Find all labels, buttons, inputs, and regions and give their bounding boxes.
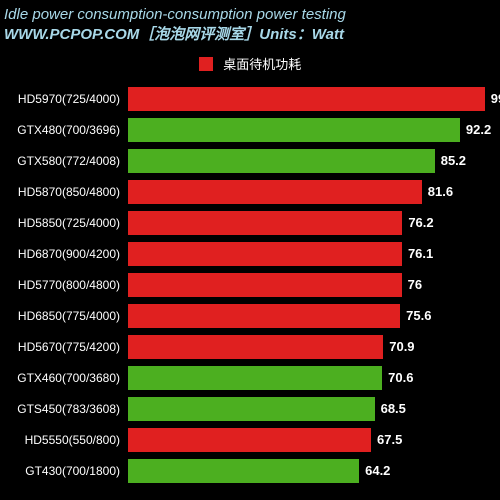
bar: [128, 273, 402, 297]
chart-row: GTX460(700/3680)70.6: [128, 362, 488, 393]
bar: [128, 242, 402, 266]
bar-label: HD6850(775/4000): [0, 309, 124, 323]
chart-row: HD6870(900/4200)76.1: [128, 238, 488, 269]
chart-title: Idle power consumption-consumption power…: [4, 6, 496, 23]
bar: [128, 304, 400, 328]
bar-label: HD5850(725/4000): [0, 216, 124, 230]
chart-row: HD5670(775/4200)70.9: [128, 331, 488, 362]
bar-label: HD5550(550/800): [0, 433, 124, 447]
bar-value: 99.1: [485, 87, 500, 111]
bar-label: GTX460(700/3680): [0, 371, 124, 385]
bar-label: GTS450(783/3608): [0, 402, 124, 416]
bar-value: 76: [402, 273, 422, 297]
bar-label: HD5670(775/4200): [0, 340, 124, 354]
chart-legend: 桌面待机功耗: [0, 46, 500, 83]
chart-header: Idle power consumption-consumption power…: [0, 0, 500, 46]
chart-row: GTS450(783/3608)68.5: [128, 393, 488, 424]
bar-value: 76.2: [402, 211, 433, 235]
bar-track: 99.1: [128, 87, 488, 111]
bar-label: HD5970(725/4000): [0, 92, 124, 106]
bar-track: 67.5: [128, 428, 488, 452]
bar: [128, 428, 371, 452]
bar-track: 75.6: [128, 304, 488, 328]
bar-label: HD5870(850/4800): [0, 185, 124, 199]
bar-value: 64.2: [359, 459, 390, 483]
bar-track: 64.2: [128, 459, 488, 483]
bar-track: 81.6: [128, 180, 488, 204]
bar: [128, 335, 383, 359]
chart-row: GTX480(700/3696)92.2: [128, 114, 488, 145]
bar-track: 70.6: [128, 366, 488, 390]
bar: [128, 87, 485, 111]
bar-value: 81.6: [422, 180, 453, 204]
bar-value: 67.5: [371, 428, 402, 452]
legend-swatch: [199, 57, 213, 71]
chart-plot-area: HD5970(725/4000)99.1GTX480(700/3696)92.2…: [0, 83, 500, 486]
chart-row: GTX580(772/4008)85.2: [128, 145, 488, 176]
legend-label: 桌面待机功耗: [223, 57, 301, 72]
bar-value: 85.2: [435, 149, 466, 173]
chart-row: HD5850(725/4000)76.2: [128, 207, 488, 238]
bar-label: HD5770(800/4800): [0, 278, 124, 292]
chart-row: HD6850(775/4000)75.6: [128, 300, 488, 331]
bar: [128, 366, 382, 390]
chart-row: HD5870(850/4800)81.6: [128, 176, 488, 207]
bar-label: GTX480(700/3696): [0, 123, 124, 137]
bar-value: 76.1: [402, 242, 433, 266]
bar-track: 76.2: [128, 211, 488, 235]
bar-value: 68.5: [375, 397, 406, 421]
bar-track: 76.1: [128, 242, 488, 266]
bar: [128, 118, 460, 142]
chart-row: HD5770(800/4800)76: [128, 269, 488, 300]
bar: [128, 149, 435, 173]
bar-value: 75.6: [400, 304, 431, 328]
bar: [128, 211, 402, 235]
chart-row: GT430(700/1800)64.2: [128, 455, 488, 486]
bar: [128, 397, 375, 421]
bar-track: 85.2: [128, 149, 488, 173]
bar-label: GTX580(772/4008): [0, 154, 124, 168]
bar-track: 68.5: [128, 397, 488, 421]
bar-value: 70.9: [383, 335, 414, 359]
bar-value: 70.6: [382, 366, 413, 390]
bar-value: 92.2: [460, 118, 491, 142]
chart-row: HD5550(550/800)67.5: [128, 424, 488, 455]
bar-track: 92.2: [128, 118, 488, 142]
bar-track: 70.9: [128, 335, 488, 359]
chart-subtitle: WWW.PCPOP.COM［泡泡网评测室］Units：Watt: [4, 23, 496, 44]
bar: [128, 180, 422, 204]
bar-label: HD6870(900/4200): [0, 247, 124, 261]
chart-row: HD5970(725/4000)99.1: [128, 83, 488, 114]
bar-track: 76: [128, 273, 488, 297]
bar: [128, 459, 359, 483]
bar-label: GT430(700/1800): [0, 464, 124, 478]
